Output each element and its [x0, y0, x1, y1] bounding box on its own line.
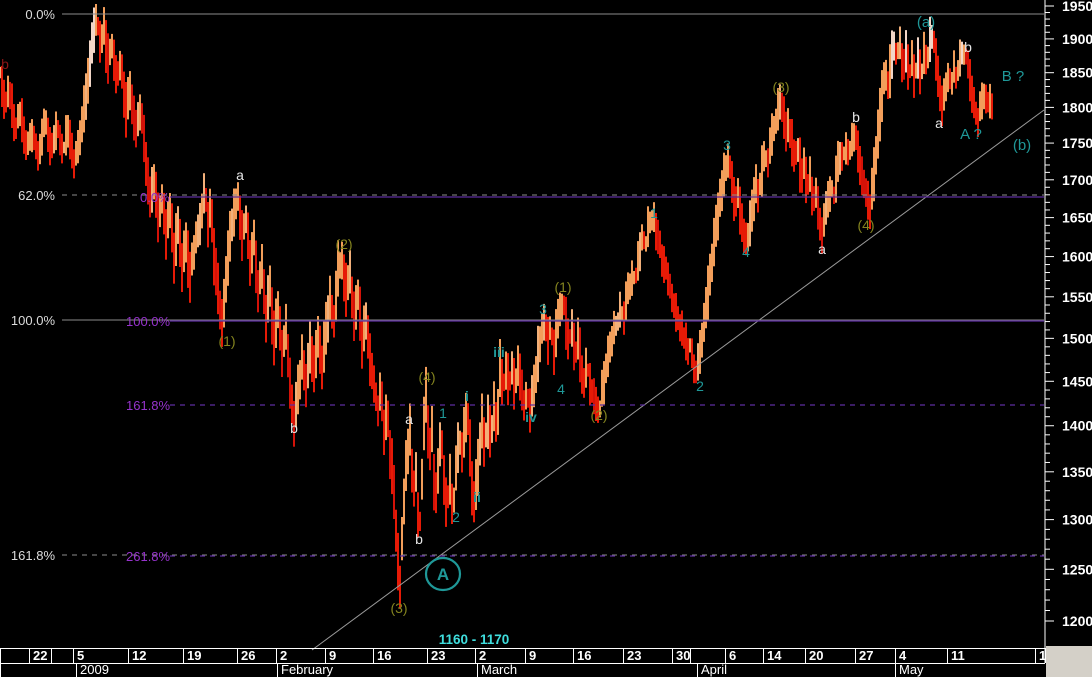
wave-label-iv[interactable]: iv: [525, 409, 537, 425]
wave-label-b[interactable]: b: [290, 420, 298, 436]
price-bar-series: [0, 4, 993, 609]
date-axis-label[interactable]: 14: [767, 648, 782, 663]
wave-label-B[interactable]: B ?: [1002, 68, 1025, 85]
fib-gray-label-100.0%[interactable]: 100.0%: [11, 313, 56, 328]
wave-label-b[interactable]: b: [964, 39, 972, 55]
wave-label-a[interactable]: a: [405, 411, 413, 427]
date-axis-label[interactable]: 23: [627, 648, 641, 663]
fib-purple-label-161.8%[interactable]: 161.8%: [126, 398, 171, 413]
price-axis-label: 1200: [1062, 613, 1092, 629]
price-axis-label: 1850: [1062, 65, 1092, 81]
price-axis-label: 1500: [1062, 330, 1092, 346]
month-axis-label[interactable]: February: [281, 662, 334, 677]
fib-gray-label-0.0%[interactable]: 0.0%: [25, 7, 55, 22]
wave-label-b[interactable]: (b): [1013, 137, 1031, 154]
date-axis-label[interactable]: 2: [479, 648, 486, 663]
fib-purple-label-261.8%[interactable]: 261.8%: [126, 549, 171, 564]
chart-plot-area[interactable]: [0, 0, 1044, 648]
price-axis-label: 1550: [1062, 289, 1092, 305]
date-axis-label[interactable]: 30: [676, 648, 690, 663]
circled-a-label[interactable]: A: [437, 565, 449, 584]
date-axis-label[interactable]: 11: [951, 648, 965, 663]
date-axis-label[interactable]: 12: [132, 648, 146, 663]
wave-label-4[interactable]: 4: [742, 244, 750, 260]
date-axis-label[interactable]: 23: [431, 648, 445, 663]
month-axis-label[interactable]: April: [701, 662, 727, 677]
date-axis-label[interactable]: 4: [899, 648, 907, 663]
axis-corner-box: [1046, 646, 1092, 677]
date-axis-label[interactable]: 16: [377, 648, 391, 663]
wave-label-4[interactable]: (4): [418, 369, 435, 385]
wave-label-a[interactable]: (a): [917, 14, 935, 31]
wave-label-b[interactable]: b: [852, 109, 860, 125]
wave-label-2[interactable]: 2: [696, 378, 704, 394]
wave-label-1[interactable]: (1): [554, 279, 571, 295]
date-axis-label[interactable]: 20: [809, 648, 823, 663]
circled-a-annotation[interactable]: [424, 556, 462, 592]
date-axis-label[interactable]: 6: [729, 648, 736, 663]
wave-label-1[interactable]: 1: [650, 205, 658, 221]
price-axis-label: 1300: [1062, 512, 1092, 528]
price-axis-label: 1600: [1062, 249, 1092, 265]
wave-label-3[interactable]: (3): [772, 79, 789, 95]
wave-label-iii[interactable]: iii: [493, 344, 505, 360]
wave-label-a[interactable]: a: [935, 115, 943, 131]
month-axis-label[interactable]: 2009: [80, 662, 109, 677]
price-axis-label: 1400: [1062, 418, 1092, 434]
fib-purple-label-100.0%[interactable]: 100.0%: [126, 314, 171, 329]
wave-label-3[interactable]: 3: [539, 301, 547, 317]
wave-label-b[interactable]: b: [1, 56, 9, 72]
wave-label-i[interactable]: i: [465, 388, 469, 404]
wave-label-1[interactable]: (1): [218, 333, 235, 349]
fib-purple-label-0.0%[interactable]: 0.0%: [140, 190, 170, 205]
date-axis-label[interactable]: 22: [33, 648, 47, 663]
wave-label-4[interactable]: 4: [557, 381, 565, 397]
wave-label-ii[interactable]: ii: [473, 489, 481, 505]
month-axis-label[interactable]: May: [899, 662, 924, 677]
date-axis-label[interactable]: 9: [529, 648, 536, 663]
date-axis-label[interactable]: 16: [577, 648, 591, 663]
wave-label-A[interactable]: A ?: [960, 126, 982, 143]
date-axis-label[interactable]: 9: [329, 648, 336, 663]
price-axis-label: 1950: [1062, 0, 1092, 14]
price-axis-label: 1800: [1062, 99, 1092, 115]
fib-gray-label-62.0%[interactable]: 62.0%: [18, 188, 55, 203]
date-axis-label[interactable]: 19: [187, 648, 201, 663]
date-axis-label[interactable]: 27: [859, 648, 873, 663]
wave-label-2[interactable]: (2): [590, 407, 607, 423]
price-axis-label: 1350: [1062, 464, 1092, 480]
price-axis-label: 1650: [1062, 210, 1092, 226]
month-axis-label[interactable]: March: [481, 662, 517, 677]
price-axis-label: 1450: [1062, 373, 1092, 389]
price-axis-label: 1700: [1062, 172, 1092, 188]
wave-label-a[interactable]: a: [818, 241, 826, 257]
wave-label-4[interactable]: (4): [857, 217, 874, 233]
date-axis-label[interactable]: 2: [280, 648, 287, 663]
price-axis-label: 1900: [1062, 31, 1092, 47]
wave-label-2[interactable]: 2: [452, 509, 460, 525]
wave-label-b[interactable]: b: [415, 531, 423, 547]
wave-label-a[interactable]: a: [236, 167, 244, 183]
date-axis-label[interactable]: 26: [241, 648, 255, 663]
fib-gray-label-161.8%[interactable]: 161.8%: [11, 548, 56, 563]
wave-label-2[interactable]: (2): [335, 236, 352, 252]
support-zone-note[interactable]: 1160 - 1170: [439, 632, 510, 647]
wave-label-1[interactable]: 1: [439, 405, 447, 421]
wave-label-3[interactable]: (3): [390, 600, 407, 616]
date-axis-label[interactable]: 5: [77, 648, 84, 663]
price-axis-label: 1250: [1062, 561, 1092, 577]
price-axis-label: 1750: [1062, 135, 1092, 151]
wave-label-3[interactable]: 3: [723, 137, 731, 153]
